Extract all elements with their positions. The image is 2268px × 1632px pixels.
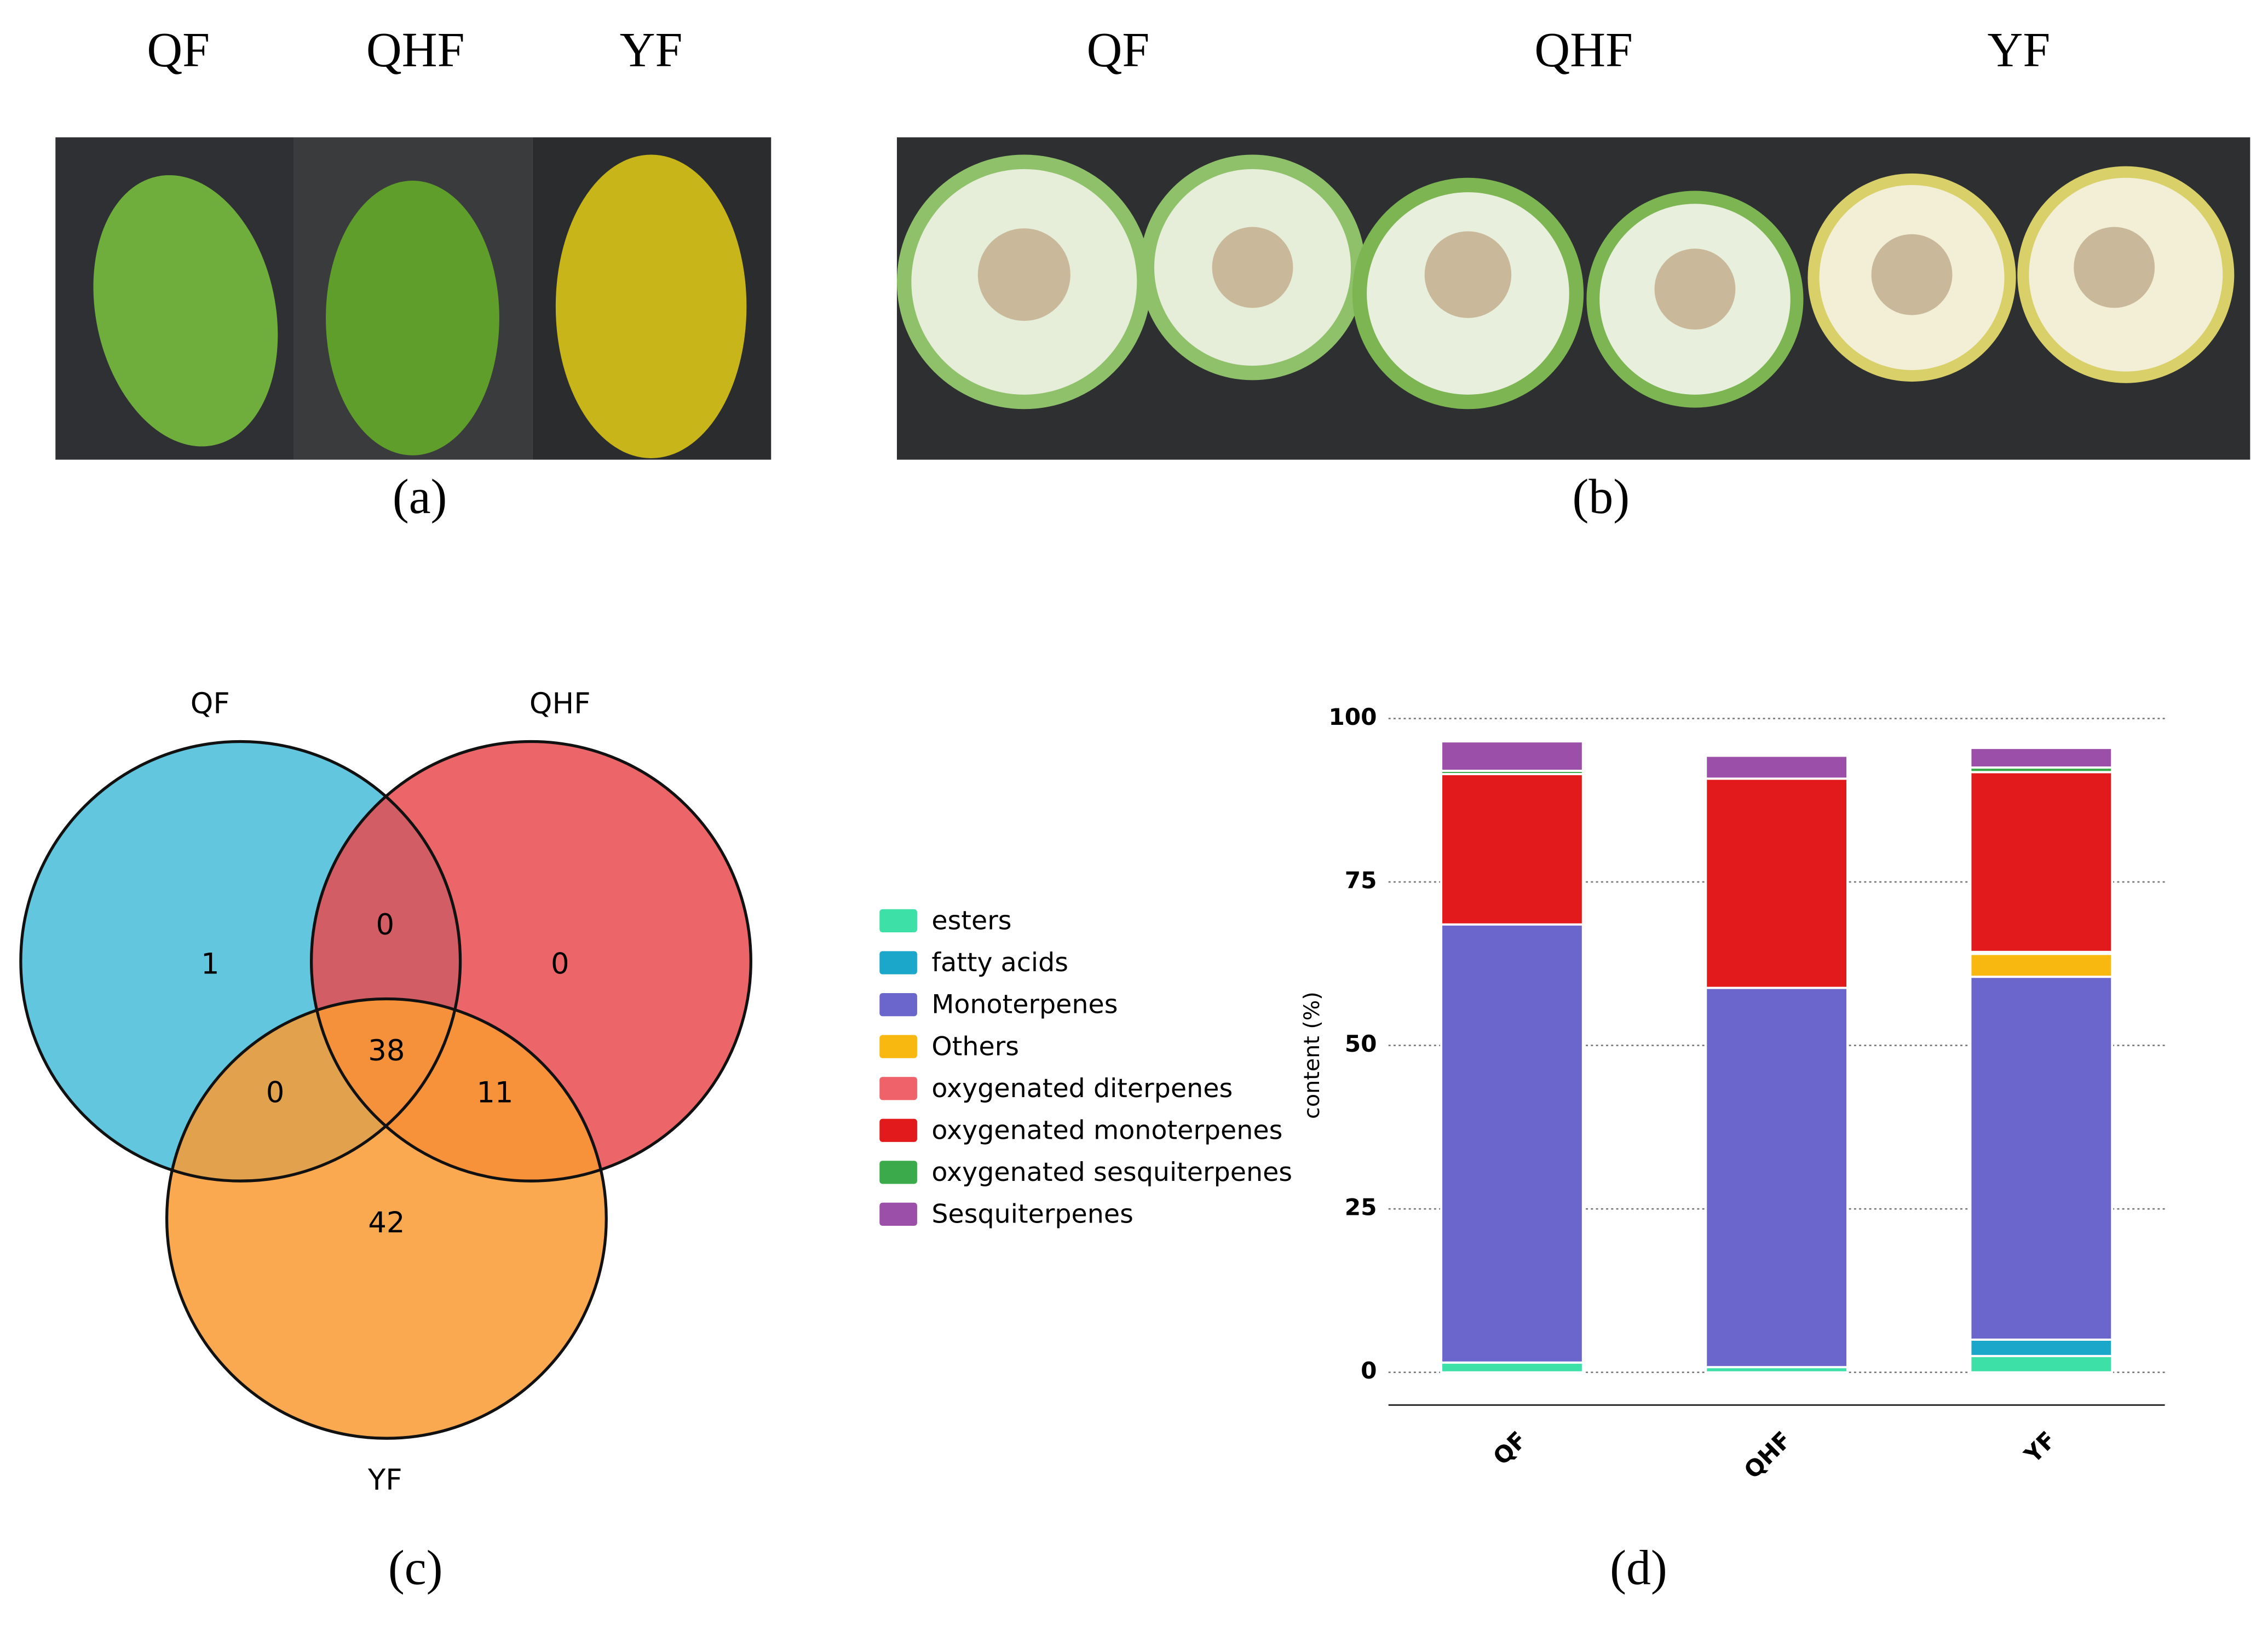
venn-set-label: QF: [191, 687, 230, 720]
x-tick-label: QF: [1488, 1426, 1532, 1470]
bar-segment: [1440, 740, 1584, 772]
x-tick-label: QHF: [1739, 1426, 1797, 1484]
venn-outline: [309, 740, 752, 1183]
y-tick-label: 50: [1345, 1030, 1377, 1057]
bar-segment: [1440, 923, 1584, 1364]
bar-segment: [1440, 772, 1584, 926]
photo-b: [896, 137, 2250, 460]
photo-label: YF: [620, 23, 683, 77]
bar-segment: [1969, 976, 2114, 1341]
photo-label: QF: [1087, 23, 1150, 77]
venn-count: 42: [368, 1206, 405, 1239]
photo-label: QF: [147, 23, 210, 77]
venn-circle: [166, 999, 607, 1439]
bar-segment: [1705, 777, 1849, 989]
y-tick-label: 25: [1345, 1194, 1377, 1221]
x-tick-label: YF: [2019, 1426, 2061, 1468]
legend-label: Sesquiterpenes: [931, 1200, 1133, 1230]
bar-segment: [1969, 747, 2114, 769]
panel-label: (b): [1573, 470, 1630, 524]
venn-count: 0: [266, 1076, 285, 1109]
legend-label: oxygenated monoterpenes: [931, 1115, 1282, 1145]
bar-segment: [1705, 987, 1849, 1369]
bar-segment: [1969, 1339, 2114, 1357]
legend-label: Others: [931, 1031, 1019, 1062]
legend-swatch: [879, 1161, 917, 1184]
bar-segment: [1705, 754, 1849, 780]
venn-count: 11: [476, 1076, 513, 1109]
panel-label: (c): [388, 1541, 443, 1595]
y-axis-label: content (%): [1299, 991, 1325, 1119]
venn-set-label: QHF: [529, 687, 591, 720]
photo-label: QHF: [1534, 23, 1633, 77]
panel-label: (a): [393, 470, 447, 524]
photo-a: [55, 137, 772, 460]
bar-segment: [1969, 953, 2114, 978]
legend-label: oxygenated sesquiterpenes: [931, 1157, 1292, 1187]
legend-swatch: [879, 993, 917, 1017]
photo-label: YF: [1988, 23, 2051, 77]
panel-label: (d): [1610, 1541, 1667, 1595]
y-tick-label: 0: [1361, 1357, 1377, 1384]
venn-count: 1: [201, 947, 220, 981]
venn-count: 38: [368, 1034, 405, 1068]
legend-swatch: [879, 1035, 917, 1058]
bar-segment: [1969, 771, 2114, 953]
bar-segment: [1440, 1361, 1584, 1374]
venn-outline: [19, 740, 462, 1183]
legend-label: oxygenated diterpenes: [931, 1074, 1233, 1104]
photo-label: QHF: [366, 23, 465, 77]
venn-count: 0: [376, 908, 394, 942]
legend-label: Monoterpenes: [931, 990, 1118, 1020]
y-tick-label: 75: [1345, 867, 1377, 893]
venn-outline: [165, 997, 608, 1440]
bar-segment: [1969, 1354, 2114, 1374]
legend-swatch: [879, 1118, 917, 1142]
venn-set-label: YF: [367, 1463, 402, 1497]
y-tick-label: 100: [1328, 703, 1377, 730]
legend-swatch: [879, 909, 917, 933]
legend-swatch: [879, 1077, 917, 1100]
venn-count: 0: [551, 947, 569, 981]
legend-swatch: [879, 1202, 917, 1226]
legend-swatch: [879, 951, 917, 974]
legend-label: fatty acids: [931, 948, 1068, 978]
legend-label: esters: [931, 906, 1011, 936]
